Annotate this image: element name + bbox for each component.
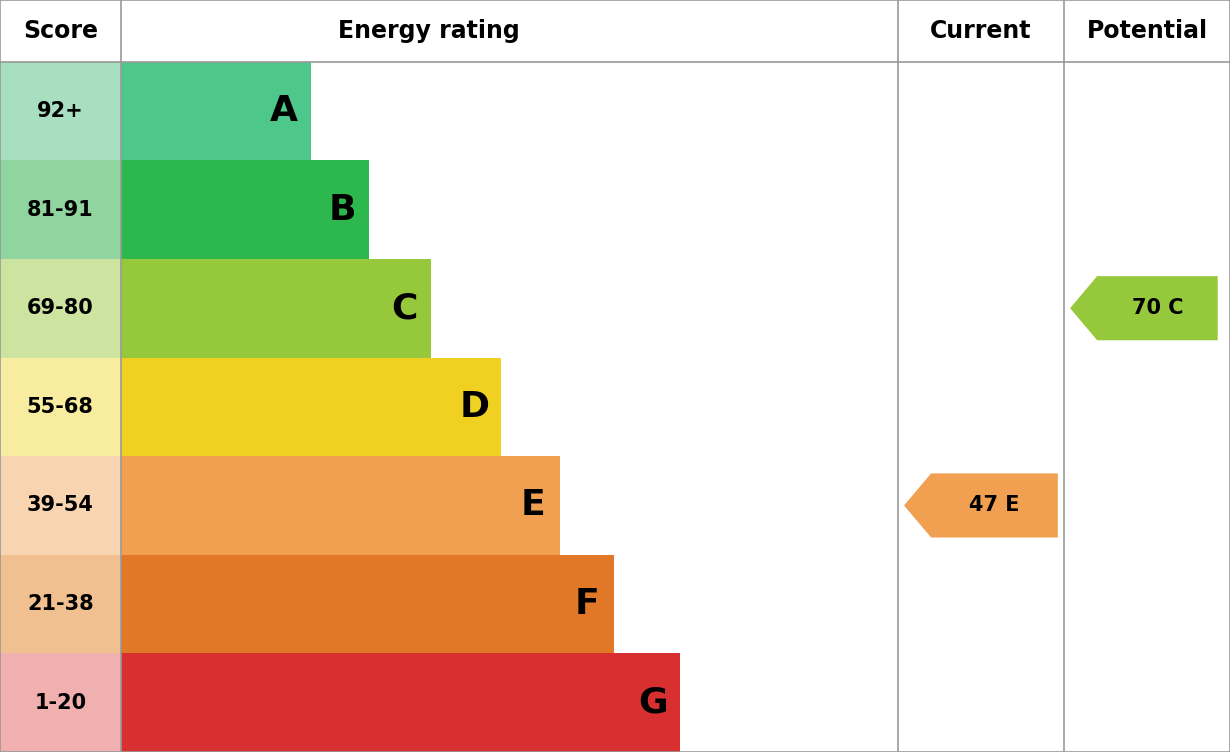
Text: 47 E: 47 E <box>969 496 1020 515</box>
Text: 69-80: 69-80 <box>27 299 93 318</box>
Text: 39-54: 39-54 <box>27 496 93 515</box>
Bar <box>121 653 680 752</box>
Text: Score: Score <box>23 19 97 43</box>
Text: Energy rating: Energy rating <box>338 19 520 43</box>
Text: Current: Current <box>930 19 1032 43</box>
Text: 21-38: 21-38 <box>27 594 93 614</box>
Text: D: D <box>459 390 490 424</box>
Text: 81-91: 81-91 <box>27 199 93 220</box>
Bar <box>0 259 121 357</box>
Polygon shape <box>1070 276 1218 340</box>
Text: 1-20: 1-20 <box>34 693 86 713</box>
Bar <box>0 555 121 653</box>
Text: G: G <box>638 686 668 720</box>
Bar <box>121 259 432 357</box>
Text: 70 C: 70 C <box>1132 299 1183 318</box>
Bar <box>121 62 311 160</box>
Text: B: B <box>328 193 355 226</box>
Bar <box>0 62 121 160</box>
Text: 55-68: 55-68 <box>27 397 93 417</box>
Bar <box>0 0 1230 62</box>
Text: F: F <box>574 587 599 621</box>
Bar <box>0 357 121 456</box>
Text: E: E <box>520 489 545 523</box>
Text: C: C <box>391 291 418 325</box>
Bar <box>121 555 614 653</box>
Bar <box>0 653 121 752</box>
Text: 92+: 92+ <box>37 101 84 121</box>
Bar <box>121 357 502 456</box>
Bar <box>0 456 121 555</box>
Bar <box>121 160 369 259</box>
Text: Potential: Potential <box>1086 19 1208 43</box>
Polygon shape <box>904 474 1058 538</box>
Text: A: A <box>269 94 298 128</box>
Bar <box>121 456 560 555</box>
Bar <box>0 160 121 259</box>
